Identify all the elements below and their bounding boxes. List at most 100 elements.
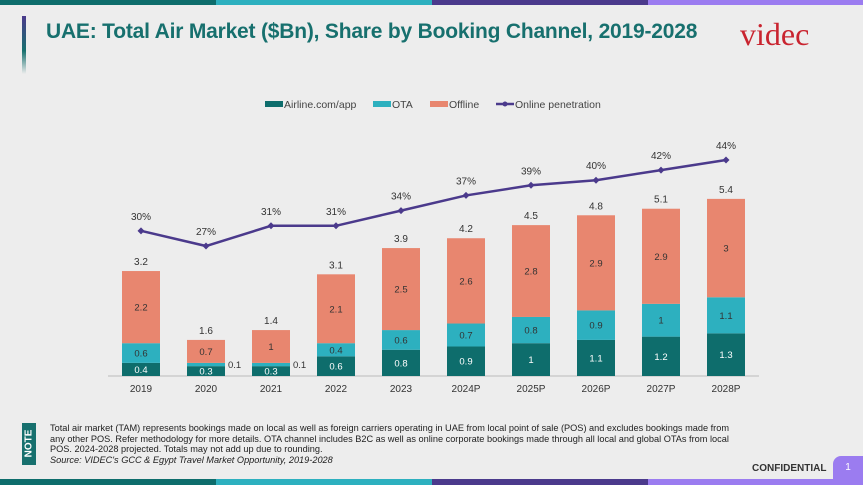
- bar-offline-2025P: [512, 225, 550, 317]
- x-tick-label: 2024P: [452, 384, 481, 395]
- line-marker: [592, 176, 600, 184]
- bar-value-label: 0.3: [264, 367, 277, 378]
- line-value-label: 31%: [261, 207, 281, 218]
- line-value-label: 30%: [131, 212, 151, 223]
- bar-value-label: 2.5: [394, 285, 407, 296]
- bar-ota-2022: [317, 343, 355, 357]
- bar-value-label: 0.1: [228, 360, 241, 371]
- bar-ota-2024P: [447, 323, 485, 347]
- bar-ota-2028P: [707, 297, 745, 334]
- bar-offline-2023: [382, 248, 420, 331]
- line-marker: [267, 222, 275, 230]
- bar-value-label: 0.9: [459, 357, 472, 368]
- x-tick-label: 2025P: [517, 384, 546, 395]
- confidential-label: CONFIDENTIAL: [752, 463, 827, 474]
- bar-ota-2025P: [512, 316, 550, 344]
- bar-value-label: 1: [658, 316, 663, 327]
- legend-label-1: OTA: [392, 99, 413, 111]
- bar-offline-2021: [252, 330, 290, 363]
- videc-logo: videc: [740, 16, 810, 52]
- title-accent: [22, 16, 26, 74]
- bar-airline-com-app-2019: [122, 362, 160, 376]
- bar-ota-2027P: [642, 303, 680, 337]
- line-marker: [657, 166, 665, 174]
- line-marker: [202, 242, 210, 250]
- x-tick-label: 2023: [390, 384, 413, 395]
- legend-label-0: Airline.com/app: [284, 99, 357, 111]
- total-label: 3.9: [394, 234, 408, 245]
- x-tick-label: 2026P: [582, 384, 611, 395]
- bar-value-label: 1: [268, 342, 273, 353]
- line-value-label: 37%: [456, 176, 476, 187]
- bar-value-label: 1.1: [589, 353, 602, 364]
- x-tick-label: 2028P: [712, 384, 741, 395]
- legend-swatch-0: [265, 101, 283, 107]
- bar-value-label: 2.2: [134, 303, 147, 314]
- top-stripe-1: [0, 0, 216, 5]
- bar-ota-2021: [252, 362, 290, 367]
- total-label: 3.1: [329, 260, 343, 271]
- bar-value-label: 3: [723, 244, 728, 255]
- line-value-label: 44%: [716, 141, 736, 152]
- line-value-label: 40%: [586, 161, 606, 172]
- bar-value-label: 0.6: [134, 349, 147, 360]
- note-badge: NOTE: [22, 423, 36, 465]
- line-marker: [722, 156, 730, 164]
- bar-ota-2023: [382, 330, 420, 350]
- bar-value-label: 0.8: [524, 326, 537, 337]
- page-title: UAE: Total Air Market ($Bn), Share by Bo…: [46, 20, 698, 43]
- x-tick-label: 2027P: [647, 384, 676, 395]
- page-number: 1: [833, 456, 863, 480]
- bar-airline-com-app-2027P: [642, 336, 680, 376]
- source-text: Source: VIDEC's GCC & Egypt Travel Marke…: [50, 454, 333, 465]
- line-marker: [397, 207, 405, 215]
- bar-airline-com-app-2021: [252, 366, 290, 376]
- line-value-label: 31%: [326, 207, 346, 218]
- bottom-stripe-4: [648, 479, 863, 485]
- bar-value-label: 1.2: [654, 352, 667, 363]
- top-stripe-2: [216, 0, 432, 5]
- x-tick-label: 2022: [325, 384, 348, 395]
- bar-value-label: 0.7: [199, 347, 212, 358]
- bar-offline-2026P: [577, 215, 615, 311]
- bar-airline-com-app-2022: [317, 356, 355, 376]
- bar-value-label: 0.4: [134, 365, 147, 376]
- top-stripe-4: [648, 0, 863, 5]
- legend-swatch-1: [373, 101, 391, 107]
- total-label: 4.2: [459, 224, 473, 235]
- note-text-block: Total air market (TAM) represents bookin…: [50, 423, 730, 465]
- bar-value-label: 2.9: [589, 258, 602, 269]
- bar-offline-2022: [317, 274, 355, 344]
- line-marker: [332, 222, 340, 230]
- bar-value-label: 1.1: [719, 311, 732, 322]
- bar-offline-2028P: [707, 198, 745, 298]
- bar-value-label: 0.8: [394, 358, 407, 369]
- bar-value-label: 0.3: [199, 367, 212, 378]
- bar-value-label: 0.9: [589, 321, 602, 332]
- bar-ota-2020: [187, 362, 225, 367]
- online-penetration-line: [140, 158, 727, 248]
- line-value-label: 27%: [196, 227, 216, 238]
- line-marker: [527, 181, 535, 189]
- bar-value-label: 2.8: [524, 267, 537, 278]
- line-marker: [137, 227, 145, 235]
- legend-label-2: Offline: [449, 99, 479, 111]
- line-value-label: 34%: [391, 192, 411, 203]
- bottom-stripe-2: [216, 479, 432, 485]
- bar-value-label: 2.1: [329, 304, 342, 315]
- bar-offline-2020: [187, 339, 225, 363]
- x-tick-label: 2019: [130, 384, 153, 395]
- legend-label-line: Online penetration: [515, 99, 601, 111]
- bar-offline-2024P: [447, 238, 485, 324]
- bar-offline-2019: [122, 271, 160, 344]
- bar-value-label: 0.6: [394, 335, 407, 346]
- total-label: 1.6: [199, 326, 213, 337]
- bottom-stripe-1: [0, 479, 216, 485]
- bar-value-label: 2.9: [654, 252, 667, 263]
- line-value-label: 39%: [521, 166, 541, 177]
- bar-airline-com-app-2025P: [512, 343, 550, 376]
- top-stripe-3: [432, 0, 648, 5]
- bar-airline-com-app-2026P: [577, 339, 615, 376]
- line-value-label: 42%: [651, 151, 671, 162]
